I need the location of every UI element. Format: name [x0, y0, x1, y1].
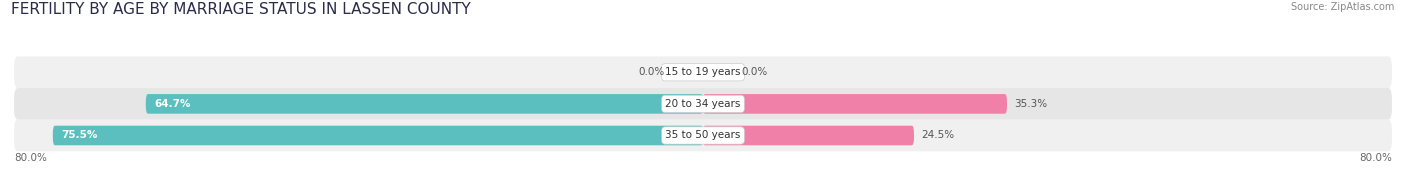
- Text: 0.0%: 0.0%: [742, 67, 768, 77]
- FancyBboxPatch shape: [53, 126, 703, 145]
- Text: 15 to 19 years: 15 to 19 years: [665, 67, 741, 77]
- Text: 24.5%: 24.5%: [921, 131, 955, 141]
- Text: Source: ZipAtlas.com: Source: ZipAtlas.com: [1291, 2, 1395, 12]
- FancyBboxPatch shape: [703, 126, 914, 145]
- Text: 0.0%: 0.0%: [638, 67, 664, 77]
- FancyBboxPatch shape: [14, 120, 1392, 151]
- FancyBboxPatch shape: [14, 56, 1392, 88]
- Text: 35.3%: 35.3%: [1014, 99, 1047, 109]
- Text: FERTILITY BY AGE BY MARRIAGE STATUS IN LASSEN COUNTY: FERTILITY BY AGE BY MARRIAGE STATUS IN L…: [11, 2, 471, 17]
- Text: 35 to 50 years: 35 to 50 years: [665, 131, 741, 141]
- FancyBboxPatch shape: [703, 94, 1007, 114]
- FancyBboxPatch shape: [14, 88, 1392, 120]
- Text: 80.0%: 80.0%: [1360, 153, 1392, 163]
- Text: 20 to 34 years: 20 to 34 years: [665, 99, 741, 109]
- FancyBboxPatch shape: [146, 94, 703, 114]
- Text: 75.5%: 75.5%: [62, 131, 98, 141]
- Text: 64.7%: 64.7%: [155, 99, 191, 109]
- Text: 80.0%: 80.0%: [14, 153, 46, 163]
